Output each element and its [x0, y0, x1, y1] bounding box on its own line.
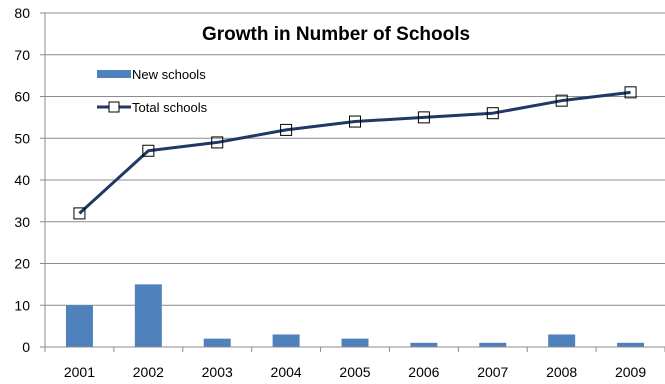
x-tick-label: 2002	[133, 364, 164, 380]
y-tick-label: 50	[14, 130, 30, 146]
bar	[410, 342, 438, 347]
bar	[203, 338, 231, 347]
bar	[65, 305, 93, 347]
y-tick-label: 10	[14, 297, 30, 313]
line-point	[417, 111, 430, 124]
bar	[548, 334, 576, 347]
line-point	[73, 207, 86, 220]
legend-marker-total-schools	[108, 101, 120, 113]
x-tick-label: 2007	[477, 364, 508, 380]
series-line	[78, 90, 631, 215]
bar	[617, 342, 645, 347]
chart-title: Growth in Number of Schools	[202, 24, 470, 45]
x-axis-tick-labels: 2001 2002 2003 2004 2005 2006 2007 2008 2009	[64, 364, 646, 380]
x-tick-label: 2009	[615, 364, 646, 380]
bar	[341, 338, 369, 347]
x-tick-label: 2003	[202, 364, 233, 380]
y-tick-label: 20	[14, 256, 30, 272]
y-tick-label: 40	[14, 172, 30, 188]
line-series-total-schools	[73, 86, 637, 220]
bar	[272, 334, 300, 347]
legend-swatch-new-schools	[97, 70, 131, 78]
bar	[134, 284, 162, 347]
x-tick-label: 2008	[546, 364, 577, 380]
line-point	[624, 86, 637, 99]
bar	[479, 342, 507, 347]
legend-label-total-schools: Total schools	[132, 100, 208, 115]
x-tick-label: 2004	[271, 364, 302, 380]
y-tick-label: 0	[22, 339, 30, 355]
bar-series-new-schools	[65, 284, 645, 347]
x-tick-label: 2005	[339, 364, 370, 380]
line-point	[211, 136, 224, 149]
line-point	[486, 107, 499, 120]
axes	[40, 12, 665, 352]
y-axis-tick-labels: 0 10 20 30 40 50 60 70 80	[14, 5, 30, 355]
x-tick-label: 2006	[408, 364, 439, 380]
legend: New schools Total schools	[97, 67, 208, 115]
y-tick-label: 60	[14, 89, 30, 105]
y-tick-label: 70	[14, 47, 30, 63]
line-point	[349, 115, 361, 128]
y-tick-label: 80	[14, 5, 30, 21]
legend-label-new-schools: New schools	[132, 67, 206, 82]
gridlines	[45, 12, 665, 306]
y-tick-label: 30	[14, 214, 30, 230]
x-tick-label: 2001	[64, 364, 95, 380]
line-point	[280, 123, 293, 136]
line-point	[555, 94, 568, 107]
line-point	[142, 144, 155, 157]
